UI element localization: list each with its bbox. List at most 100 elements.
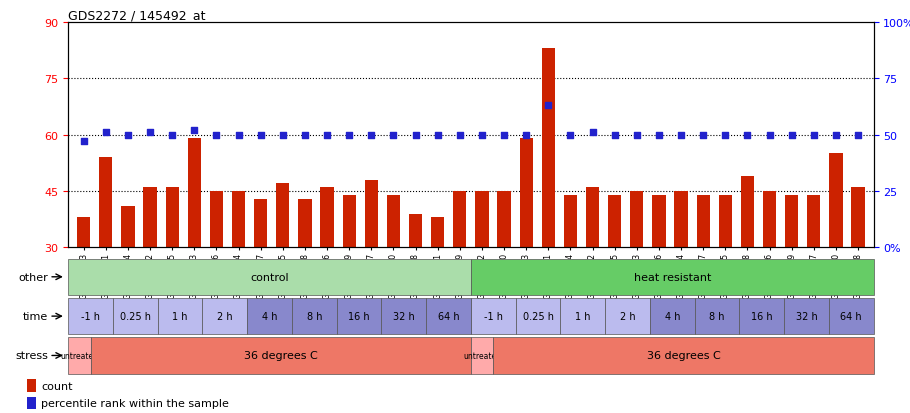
Point (319, 132, 334, 139)
Bar (586, 188, 600, 360)
Bar (320, 188, 334, 360)
Text: -1 h: -1 h (484, 311, 503, 321)
Point (276, 132, 290, 139)
Point (806, 132, 821, 139)
Bar (277, 184, 289, 360)
Bar (121, 206, 135, 360)
Text: 16 h: 16 h (751, 311, 773, 321)
Bar (365, 180, 378, 360)
Point (784, 132, 799, 139)
Point (718, 132, 733, 139)
Point (409, 132, 423, 139)
Point (696, 132, 711, 139)
Bar (77, 218, 90, 360)
Bar (27, 379, 36, 392)
Point (497, 132, 511, 139)
Point (386, 132, 400, 139)
Text: GDS2272 / 145492_at: GDS2272 / 145492_at (68, 9, 206, 21)
Point (475, 132, 490, 139)
Text: 8 h: 8 h (709, 311, 724, 321)
Text: untreated: untreated (60, 351, 98, 360)
Text: 32 h: 32 h (393, 311, 415, 321)
Bar (520, 139, 533, 360)
Point (452, 132, 467, 139)
Point (342, 132, 357, 139)
Text: 1 h: 1 h (172, 311, 187, 321)
Bar (498, 192, 511, 360)
Point (143, 130, 157, 136)
Text: 1 h: 1 h (575, 311, 591, 321)
Bar (631, 192, 643, 360)
Bar (696, 195, 710, 360)
Bar (166, 188, 179, 360)
Point (298, 132, 312, 139)
Point (851, 132, 865, 139)
Text: percentile rank within the sample: percentile rank within the sample (41, 398, 229, 408)
Text: time: time (23, 311, 48, 321)
Text: other: other (18, 272, 48, 282)
Point (187, 128, 202, 134)
Point (652, 132, 666, 139)
Bar (409, 214, 422, 360)
Point (254, 132, 268, 139)
Bar (852, 188, 864, 360)
Bar (431, 218, 444, 360)
Text: 0.25 h: 0.25 h (522, 311, 553, 321)
Point (740, 132, 754, 139)
Point (608, 132, 622, 139)
Bar (829, 154, 843, 360)
Point (76, 139, 91, 145)
Point (585, 130, 600, 136)
Text: 8 h: 8 h (307, 311, 322, 321)
Bar (187, 139, 201, 360)
Text: 36 degrees C: 36 degrees C (244, 351, 318, 361)
Bar (232, 192, 246, 360)
Bar (763, 192, 776, 360)
Point (165, 132, 179, 139)
Point (98, 130, 113, 136)
Bar (27, 397, 36, 409)
Text: 64 h: 64 h (841, 311, 862, 321)
Point (673, 132, 688, 139)
Bar (541, 49, 555, 360)
Point (430, 132, 445, 139)
Point (563, 132, 578, 139)
Bar (210, 192, 223, 360)
Text: 16 h: 16 h (349, 311, 369, 321)
Point (364, 132, 379, 139)
Text: 4 h: 4 h (262, 311, 278, 321)
Point (209, 132, 224, 139)
Bar (652, 195, 665, 360)
Bar (608, 195, 622, 360)
Point (763, 132, 777, 139)
Bar (674, 192, 688, 360)
Bar (342, 195, 356, 360)
Bar (99, 158, 113, 360)
Bar (254, 199, 268, 360)
Bar (785, 195, 798, 360)
Point (231, 132, 246, 139)
Text: 32 h: 32 h (795, 311, 817, 321)
Text: count: count (41, 381, 73, 391)
Text: control: control (250, 272, 288, 282)
Text: 64 h: 64 h (438, 311, 460, 321)
Text: 0.25 h: 0.25 h (120, 311, 151, 321)
Text: untreated: untreated (463, 351, 501, 360)
Text: 36 degrees C: 36 degrees C (647, 351, 721, 361)
Point (829, 132, 844, 139)
Point (121, 132, 136, 139)
Bar (719, 195, 732, 360)
Point (541, 103, 556, 109)
Bar (298, 199, 311, 360)
Point (519, 132, 533, 139)
Bar (453, 192, 467, 360)
Bar (475, 192, 489, 360)
Text: 2 h: 2 h (620, 311, 635, 321)
Text: 2 h: 2 h (217, 311, 233, 321)
Text: -1 h: -1 h (81, 311, 100, 321)
Text: stress: stress (15, 351, 48, 361)
Bar (741, 176, 754, 360)
Text: 4 h: 4 h (664, 311, 680, 321)
Bar (144, 188, 157, 360)
Text: heat resistant: heat resistant (633, 272, 711, 282)
